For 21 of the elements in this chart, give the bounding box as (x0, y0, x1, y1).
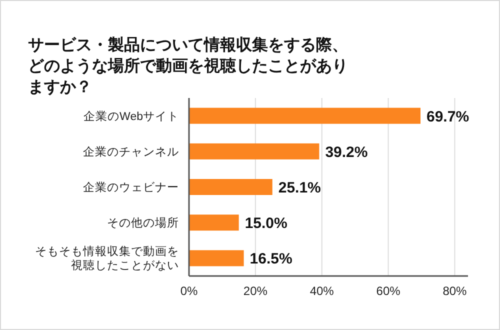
chart-title: サービス・製品について情報収集をする際、どのような場所で動画を視聴したことがありますか？ (28, 36, 348, 96)
x-tick-label: 0% (180, 284, 198, 298)
bar (189, 108, 421, 124)
data-label: 25.1% (278, 180, 321, 196)
y-tick-label: 企業のチャンネル (83, 145, 179, 158)
bar (189, 178, 272, 196)
bar (189, 143, 320, 160)
y-tick-label: そもそも情報収集で動画を視聴したことがない (35, 245, 179, 272)
bar (189, 214, 239, 231)
x-tick-label: 40% (310, 284, 334, 298)
x-tick-label: 20% (243, 284, 268, 298)
bar (189, 250, 244, 266)
x-tick-label: 60% (376, 284, 401, 298)
data-label: 15.0% (244, 215, 288, 232)
y-tick-label: 企業のWebサイト (84, 110, 179, 123)
y-tick-label: その他の場所 (107, 216, 179, 230)
data-label: 16.5% (250, 250, 292, 268)
y-tick-label: 企業のウェビナー (83, 181, 179, 194)
data-label: 39.2% (325, 144, 368, 161)
data-label: 69.7% (426, 108, 470, 126)
x-tick-label: 80% (442, 284, 468, 298)
